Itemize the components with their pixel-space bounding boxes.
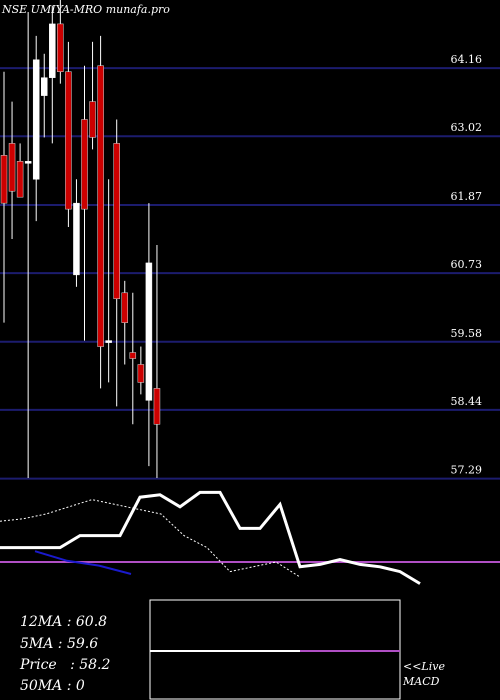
candle-body xyxy=(113,143,120,300)
candle-body xyxy=(73,202,80,276)
macd-line xyxy=(0,490,421,585)
candle-body xyxy=(8,143,16,192)
candle-body xyxy=(145,262,153,401)
candle-body xyxy=(97,65,104,347)
macd-detail-box xyxy=(149,599,401,700)
candle-body xyxy=(24,161,32,164)
price-axis-labels: 64.16 63.02 61.87 60.73 59.58 58.44 57.29 xyxy=(451,53,483,477)
ma12-readout: 12MA : 60.8 xyxy=(20,614,108,630)
ma50-readout: 50MA : 0 xyxy=(20,678,85,694)
candle-body xyxy=(153,388,161,425)
signal-line xyxy=(0,499,300,577)
candle-body xyxy=(0,155,8,204)
y-tick-label: 58.44 xyxy=(451,395,483,408)
candle-body xyxy=(49,23,56,78)
candle-body xyxy=(57,23,64,72)
short-ma-line xyxy=(34,550,132,575)
ma5-readout: 5MA : 59.6 xyxy=(20,636,99,652)
candle-body xyxy=(129,352,137,359)
candle-body xyxy=(65,71,72,210)
macd-label: MACD xyxy=(403,675,440,688)
candle-body xyxy=(41,77,48,96)
candle-body xyxy=(89,101,96,138)
candle-body xyxy=(105,340,112,343)
candle-body xyxy=(32,59,40,180)
candlestick-series xyxy=(0,0,161,479)
y-tick-label: 60.73 xyxy=(451,258,483,271)
live-label: <<Live xyxy=(403,660,445,673)
y-tick-label: 59.58 xyxy=(451,327,483,340)
y-tick-label: 57.29 xyxy=(451,464,483,477)
price-readout: Price : 58.2 xyxy=(20,657,111,673)
y-tick-label: 61.87 xyxy=(451,190,483,203)
y-tick-label: 64.16 xyxy=(451,53,483,66)
y-tick-label: 63.02 xyxy=(451,121,483,134)
macd-panel xyxy=(0,490,500,585)
chart-title: NSE UMIYA-MRO munafa.pro xyxy=(2,3,170,16)
candle-body xyxy=(81,119,88,210)
candle-body xyxy=(16,161,24,198)
candle-body xyxy=(121,292,128,323)
candle-body xyxy=(137,364,145,383)
